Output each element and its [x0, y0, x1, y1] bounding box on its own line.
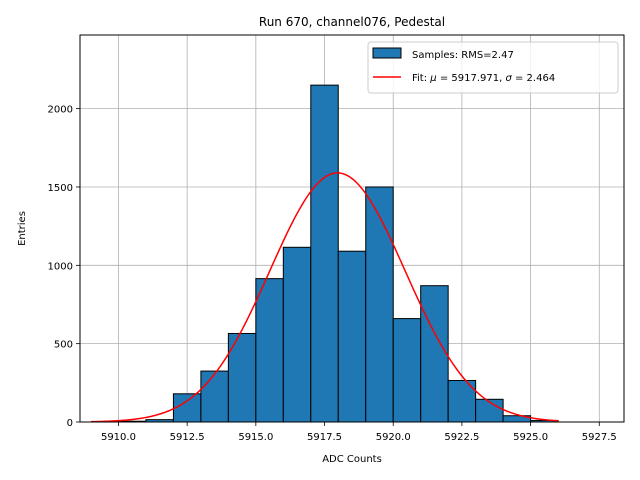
bars-layer	[117, 84, 559, 423]
x-tick-label: 5920.0	[376, 432, 411, 443]
y-tick-label: 500	[54, 340, 73, 351]
legend-fit-label: Fit: μ = 5917.971, σ = 2.464	[412, 73, 555, 84]
fit-curve	[90, 172, 559, 423]
chart-title: Run 670, channel076, Pedestal	[259, 15, 445, 29]
histogram-bar	[310, 84, 339, 423]
x-axis-ticks: 5910.0 5912.5 5915.0 5917.5 5920.0 5922.5 5925…	[101, 422, 617, 443]
x-tick-label: 5912.5	[170, 432, 205, 443]
x-tick-label: 5915.0	[238, 432, 273, 443]
x-tick-label: 5917.5	[307, 432, 342, 443]
legend: Samples: RMS=2.47 Fit: μ = 5917.971, σ =…	[367, 41, 619, 94]
x-axis-label: ADC Counts	[322, 454, 382, 465]
histogram-bar	[172, 393, 202, 423]
histogram-bar	[200, 370, 229, 423]
x-tick-label: 5910.0	[101, 432, 136, 443]
y-axis-ticks: 0 500 1000 1500 2000	[48, 105, 80, 429]
histogram-bar	[227, 332, 257, 423]
y-axis-label: Entries	[17, 211, 28, 246]
x-tick-label: 5922.5	[444, 432, 479, 443]
x-tick-label: 5927.5	[582, 432, 617, 443]
histogram-bar	[392, 318, 422, 423]
histogram-bar	[337, 250, 367, 423]
x-tick-label: 5925.0	[513, 432, 548, 443]
legend-fit-prefix: Fit:	[412, 73, 430, 84]
histogram-bar	[420, 285, 449, 423]
legend-fit-mu-value: = 5917.971,	[437, 73, 506, 84]
plot-frame	[79, 34, 625, 423]
histogram-bar	[365, 186, 394, 423]
y-tick-label: 1500	[48, 183, 73, 194]
legend-fit-sigma-symbol: σ	[505, 73, 512, 84]
histogram-bar	[282, 246, 312, 423]
y-tick-label: 2000	[48, 105, 73, 116]
legend-samples-label: Samples: RMS=2.47	[412, 50, 514, 61]
y-tick-label: 0	[67, 418, 73, 429]
legend-box	[367, 41, 619, 94]
legend-samples-swatch	[372, 47, 402, 59]
legend-fit-sigma-value: = 2.464	[512, 73, 555, 84]
y-tick-label: 1000	[48, 261, 73, 272]
histogram-bar	[255, 278, 284, 423]
legend-fit-mu-symbol: μ	[429, 73, 436, 84]
